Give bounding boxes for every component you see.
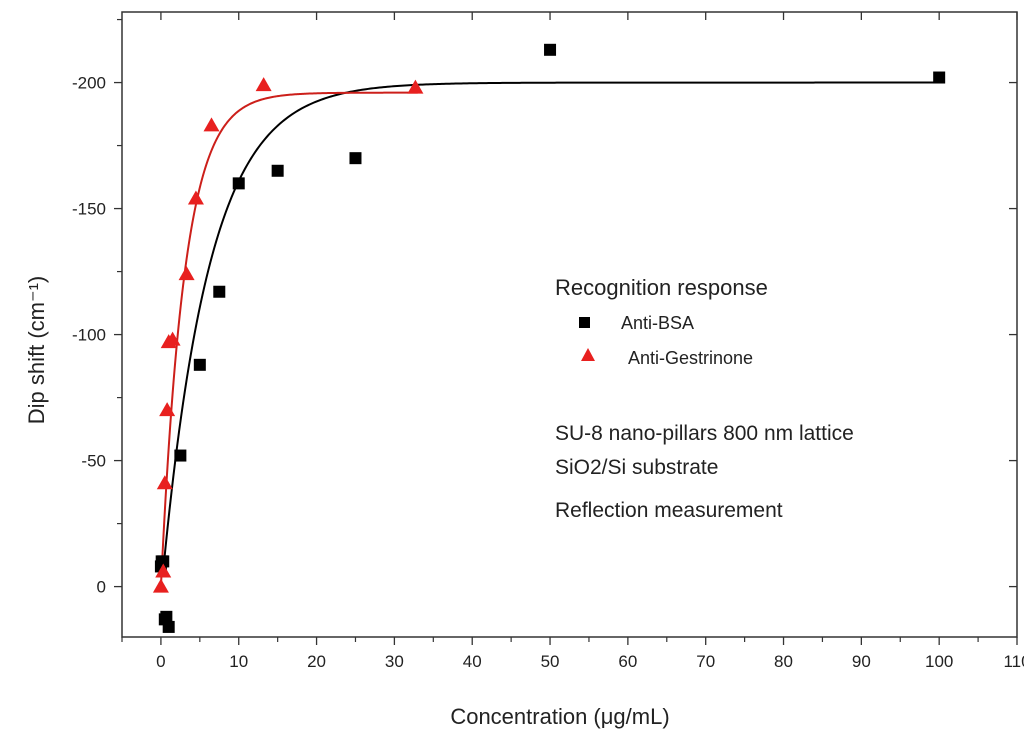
- plot-frame: [121, 11, 1018, 638]
- x-tick-label: 50: [541, 652, 560, 671]
- data-point-anti-gestrinone: [178, 266, 195, 281]
- legend-marker-anti-gestrinone: [581, 348, 595, 361]
- x-axis-title: Concentration (μg/mL): [450, 704, 669, 729]
- data-point-anti-gestrinone: [156, 475, 173, 490]
- y-tick-label: -50: [81, 452, 106, 471]
- x-tick-label: 40: [463, 652, 482, 671]
- data-point-anti-gestrinone: [255, 77, 272, 92]
- fit-curves: [159, 81, 939, 587]
- annotation-block: SU-8 nano-pillars 800 nm lattice SiO2/Si…: [555, 422, 854, 522]
- axes-layer: 0 10 20 30 40 50 60 70 80 90 100 110 0 -50 -100 -150 -20…: [72, 11, 1024, 671]
- x-tick-label: 110: [1003, 652, 1024, 671]
- data-point-anti-bsa: [933, 71, 946, 84]
- legend-marker-anti-bsa: [579, 317, 590, 328]
- data-point-anti-gestrinone: [152, 578, 169, 593]
- data-point-anti-bsa: [271, 164, 284, 177]
- data-point-anti-bsa: [544, 43, 557, 56]
- x-tick-label: 100: [925, 652, 953, 671]
- data-point-anti-bsa: [160, 610, 173, 623]
- data-point-anti-gestrinone: [187, 190, 204, 205]
- x-tick-label: 0: [156, 652, 165, 671]
- y-tick-label: -150: [72, 200, 106, 219]
- legend-label-anti-gestrinone: Anti-Gestrinone: [628, 348, 753, 368]
- legend-label-anti-bsa: Anti-BSA: [621, 313, 694, 333]
- y-tick-label: -200: [72, 74, 106, 93]
- data-point-anti-bsa: [349, 152, 362, 165]
- data-point-anti-gestrinone: [407, 79, 424, 94]
- data-point-anti-bsa: [174, 449, 187, 462]
- data-point-anti-bsa: [232, 177, 245, 190]
- legend-title: Recognition response: [555, 275, 768, 300]
- data-point-anti-bsa: [193, 358, 206, 371]
- y-tick-label: -100: [72, 326, 106, 345]
- x-tick-label: 10: [229, 652, 248, 671]
- fit-curve-anti-bsa: [162, 81, 939, 567]
- x-tick-label: 80: [774, 652, 793, 671]
- data-point-anti-bsa: [213, 285, 226, 298]
- x-tick-label: 20: [307, 652, 326, 671]
- data-point-anti-gestrinone: [164, 331, 181, 346]
- y-tick-label: 0: [97, 578, 106, 597]
- x-tick-label: 90: [852, 652, 871, 671]
- fit-curve-anti-gestrinone: [159, 91, 418, 587]
- x-tick-label: 60: [618, 652, 637, 671]
- annotation-substrate: SiO2/Si substrate: [555, 456, 718, 479]
- y-axis-title: Dip shift (cm⁻¹): [24, 276, 49, 425]
- data-point-anti-gestrinone: [155, 563, 172, 578]
- data-point-anti-bsa: [162, 620, 175, 633]
- annotation-lattice: SU-8 nano-pillars 800 nm lattice: [555, 422, 854, 445]
- x-tick-label: 70: [696, 652, 715, 671]
- annotation-measurement: Reflection measurement: [555, 499, 783, 522]
- data-marks: [152, 43, 946, 633]
- data-point-anti-bsa: [157, 555, 170, 568]
- data-point-anti-gestrinone: [159, 402, 176, 417]
- x-tick-label: 30: [385, 652, 404, 671]
- legend: Recognition response Anti-BSA Anti-Gestr…: [555, 275, 768, 368]
- data-point-anti-gestrinone: [203, 117, 220, 132]
